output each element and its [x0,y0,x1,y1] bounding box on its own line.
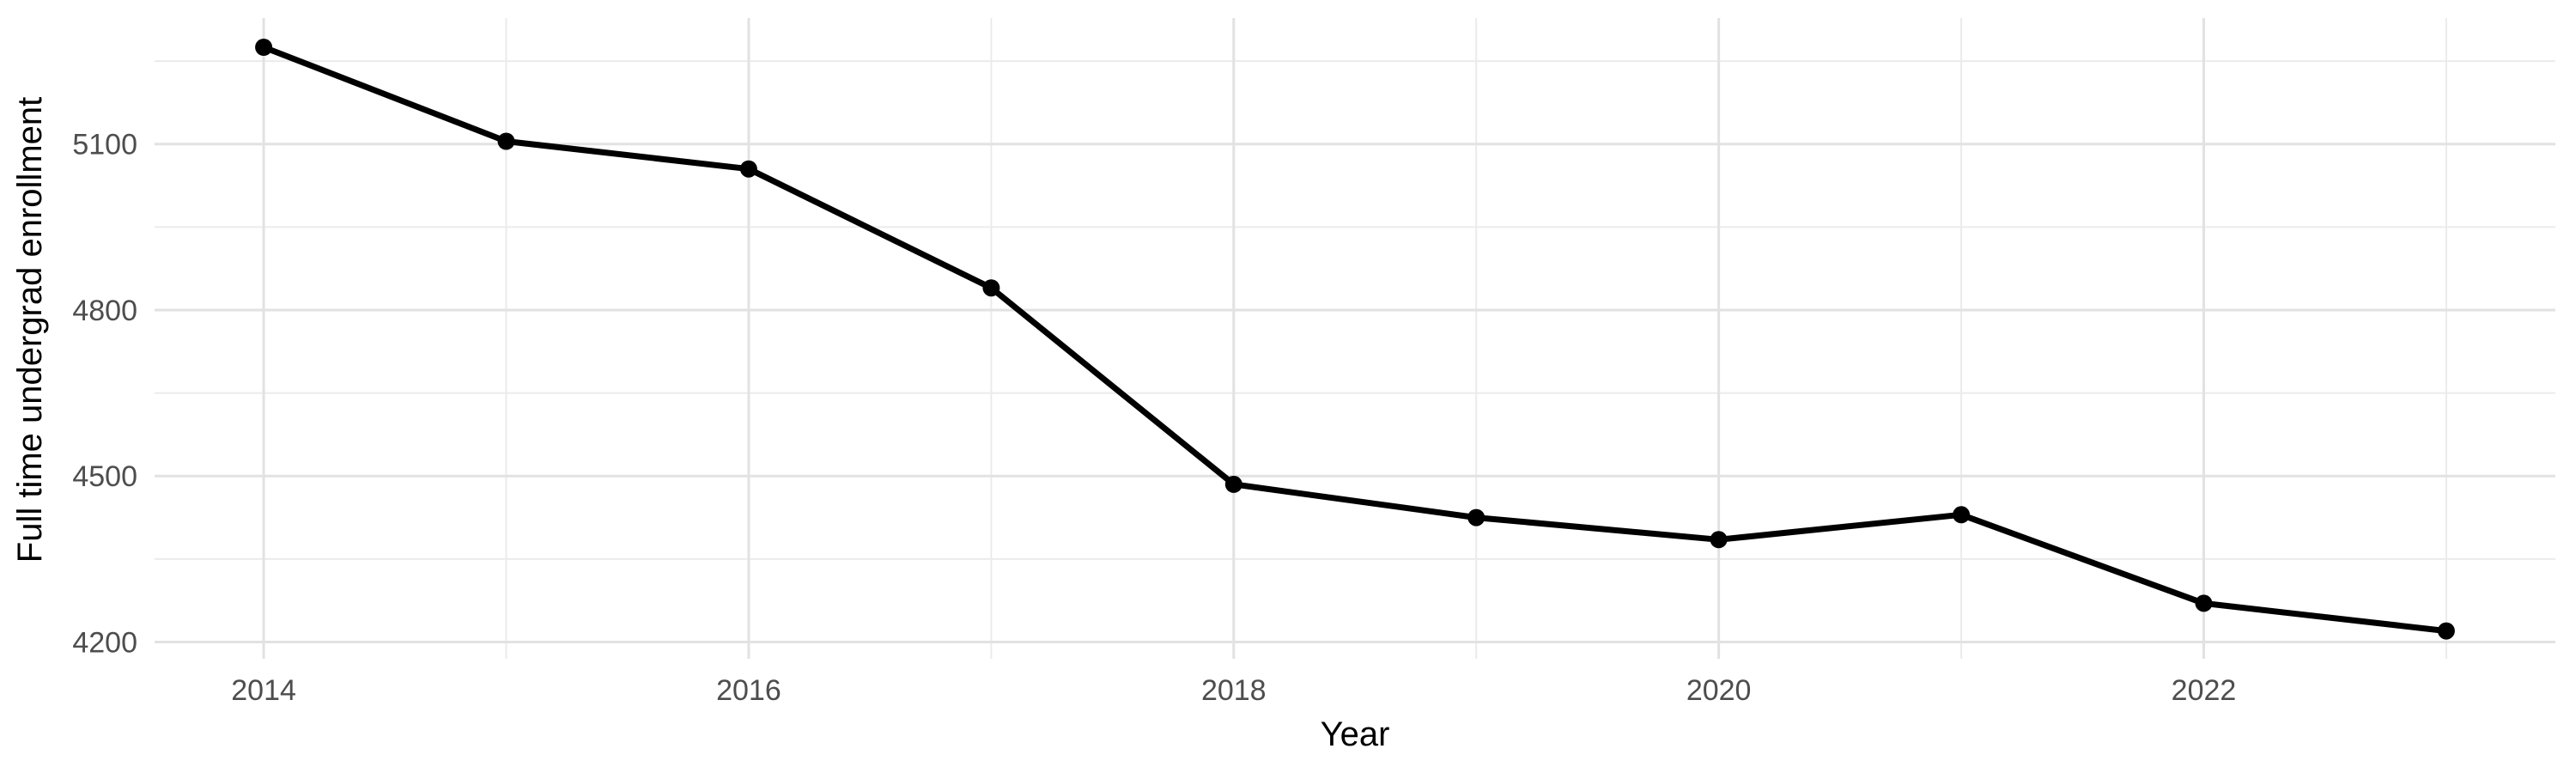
x-tick-label: 2022 [2172,674,2237,707]
y-axis-tick-labels: 4200 4500 4800 5100 [72,129,137,660]
y-tick-label: 4800 [72,295,137,327]
data-point-2015 [497,132,515,150]
x-tick-label: 2020 [1686,674,1752,707]
data-point-2014 [255,39,273,56]
y-tick-label: 4200 [72,627,137,660]
x-axis-title: Year [1321,715,1390,753]
data-series [255,39,2455,640]
data-point-2016 [739,160,757,178]
gridlines-minor [155,18,2555,659]
data-point-2017 [982,279,1000,297]
y-tick-label: 5100 [72,129,137,161]
data-point-2020 [1710,531,1728,549]
data-point-2023 [2437,622,2455,640]
data-point-2018 [1224,475,1242,493]
y-axis-title: Full time undergrad enrollment [11,97,49,563]
data-point-2022 [2195,594,2213,612]
x-tick-label: 2018 [1201,674,1267,707]
gridlines-major [155,18,2555,659]
y-tick-label: 4500 [72,460,137,493]
data-point-2021 [1953,506,1971,524]
x-axis-tick-labels: 2014 2016 2018 2020 2022 [231,674,2236,707]
enrollment-trend-line [260,44,2450,635]
data-point-2019 [1467,508,1485,526]
x-tick-label: 2014 [231,674,296,707]
x-tick-label: 2016 [716,674,781,707]
